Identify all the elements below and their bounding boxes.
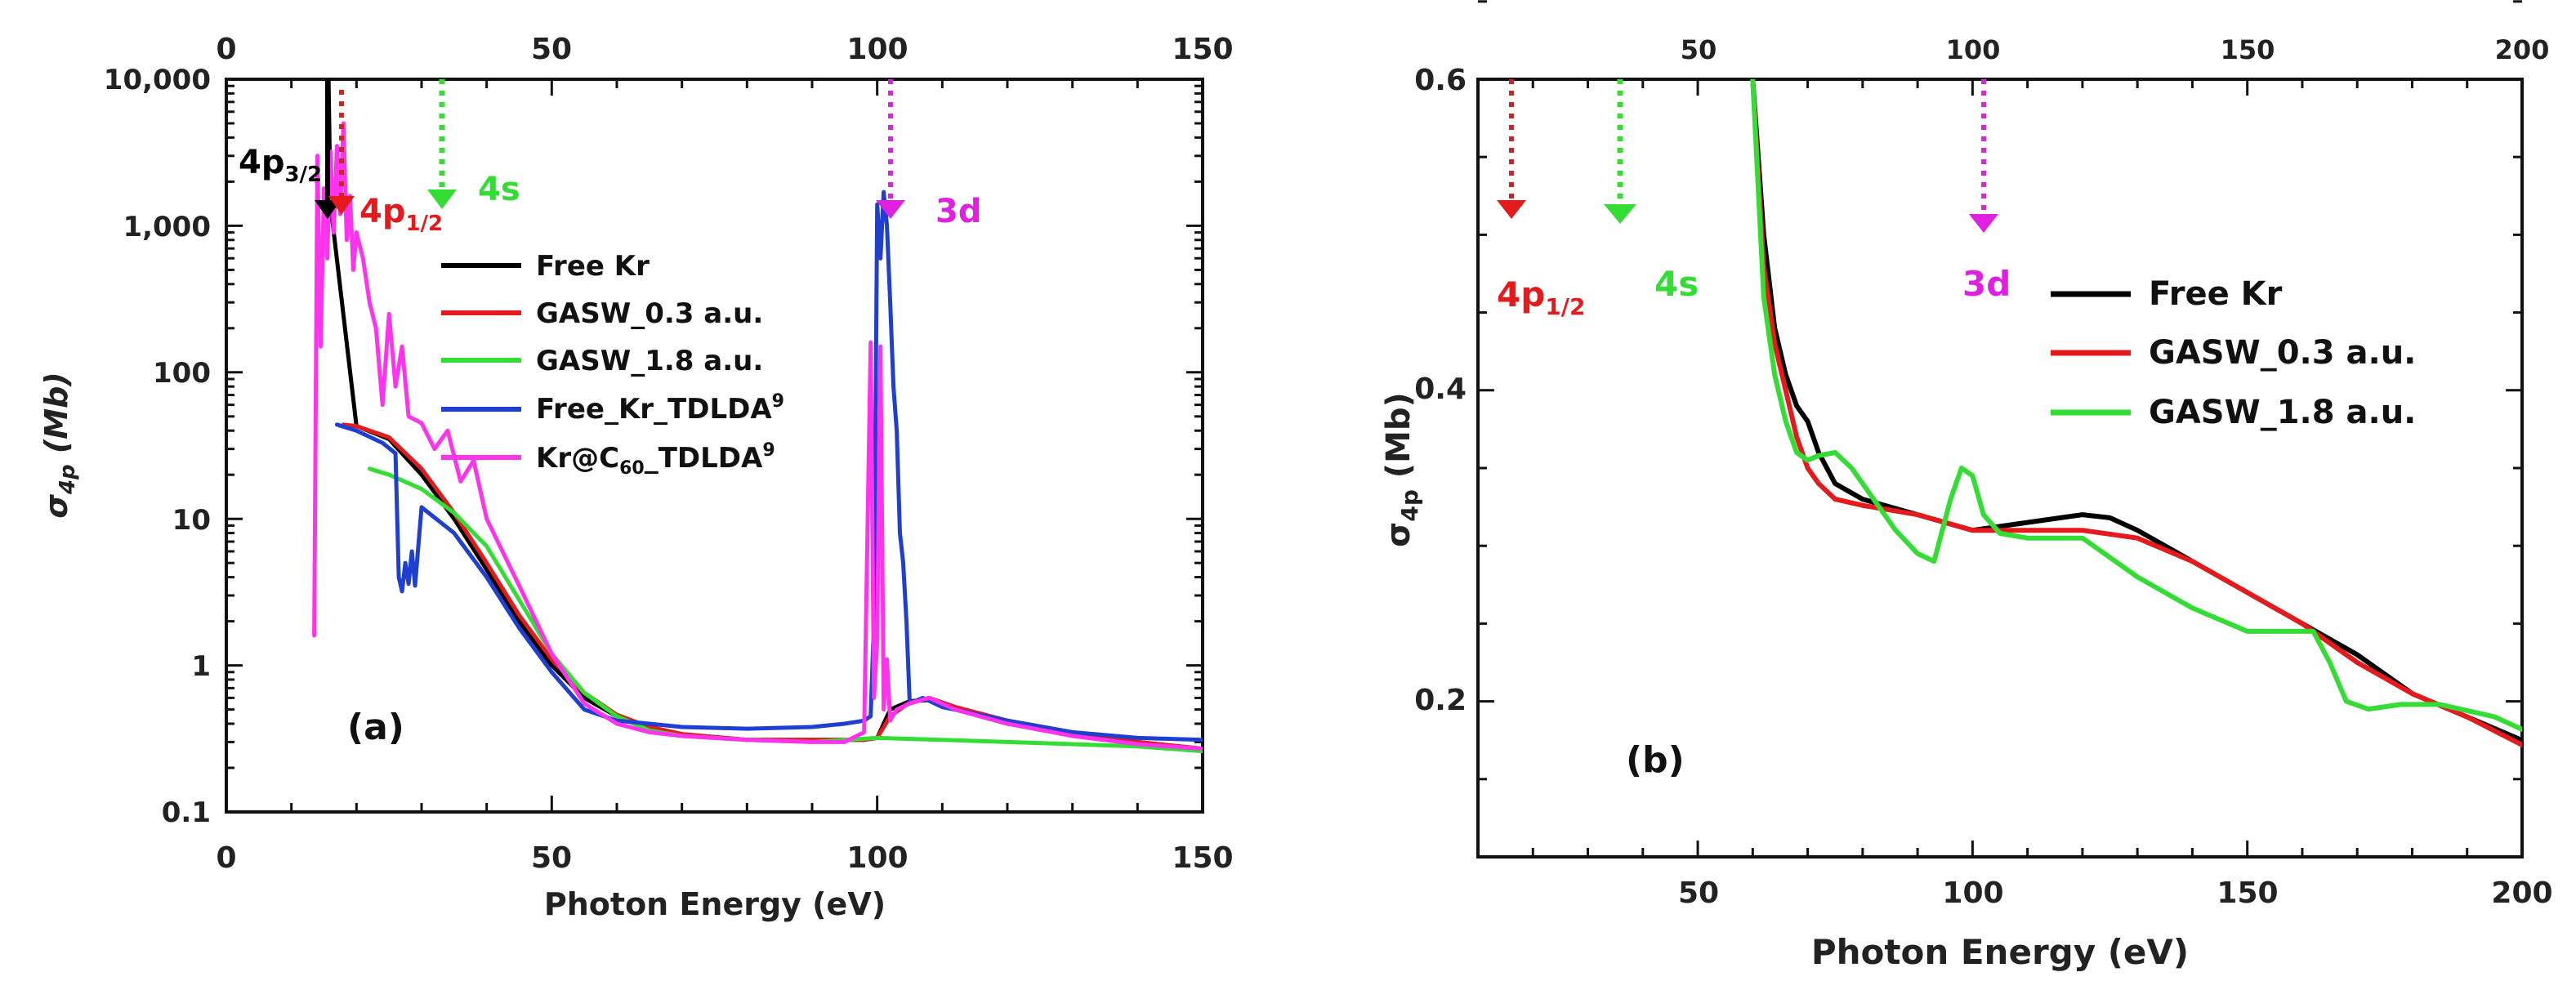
y-axis-label-b: σ4p (Mb) (1380, 392, 1423, 547)
x-top-tick-label: 100 (1946, 34, 2001, 65)
y-axis-label-symbol: σ (1380, 522, 1417, 547)
series-line (1750, 79, 2522, 732)
x-tick-label: 100 (846, 841, 908, 875)
x-tick-labels-b: 50 100 150 200 (1678, 876, 2553, 910)
series-line (1750, 79, 2522, 743)
threshold-arrows-b (1497, 79, 1998, 233)
label-4p12-main: 4p (1497, 274, 1545, 314)
y-axis-label-sub: 4p (56, 464, 80, 495)
label-4s: 4s (478, 171, 520, 208)
x-top-tick-label: 150 (1172, 33, 1233, 66)
legend-label-sub: 60 (619, 458, 645, 479)
x-top-tick-label: 100 (846, 33, 908, 66)
chart-panel-b: 50 100 150 200 50 100 150 200 0.2 0.4 0.… (1380, 0, 2553, 972)
x-axis-label-b: Photon Energy (eV) (1811, 932, 2189, 972)
x-top-tick-label: 200 (2495, 34, 2550, 65)
series-line (1750, 79, 2522, 747)
x-tick-label: 200 (2491, 876, 2552, 910)
y-axis-label-symbol: σ (38, 494, 74, 519)
label-4p32-main: 4p (239, 144, 284, 181)
label-4p12: 4p1/2 (359, 193, 443, 236)
x-tick-label: 50 (1678, 876, 1719, 910)
y-tick-label: 10 (172, 504, 211, 537)
y-axis-label-unit: (Mb) (1380, 392, 1417, 489)
x-tick-label: 50 (531, 841, 572, 875)
x-axis-label-a: Photon Energy (eV) (544, 886, 886, 922)
label-4s: 4s (1654, 264, 1699, 304)
arrow-4p12 (328, 90, 355, 215)
y-tick-label: 0.4 (1414, 372, 1467, 406)
y-axis-label-sub: 4p (1396, 489, 1423, 522)
series-lines-a (312, 79, 1203, 754)
x-top-tick-label: 50 (1681, 34, 1717, 65)
arrow-4p32 (315, 79, 341, 219)
x-top-tick-label: 50 (531, 33, 572, 66)
label-3d: 3d (935, 193, 981, 230)
label-3d: 3d (1962, 264, 2011, 304)
x-top-tick-label: 0 (216, 33, 236, 66)
series-line (312, 121, 1203, 751)
label-4p32: 4p3/2 (239, 144, 322, 187)
arrow-3d (876, 79, 905, 219)
legend-label-sup: 9 (762, 440, 775, 461)
y-tick-label: 1 (191, 650, 211, 683)
series-lines-b (1750, 79, 2522, 747)
threshold-labels-b: 4p1/2 4s 3d (1497, 264, 2011, 320)
legend-label: Free_Kr_TDLDA9 (536, 391, 784, 426)
x-top-tick-label: 150 (2221, 34, 2275, 65)
axis-ticks-a (225, 78, 1204, 814)
legend-label: GASW_0.3 a.u. (2149, 334, 2416, 372)
legend-b: Free Kr GASW_0.3 a.u. GASW_1.8 a.u. (2051, 275, 2416, 431)
label-4p12-sub: 1/2 (405, 212, 443, 236)
legend-label: Free Kr (2149, 275, 2283, 313)
y-tick-label: 1,000 (123, 211, 211, 243)
x-top-tick-labels-a: 0 50 100 150 (216, 33, 1233, 66)
y-tick-label: 100 (153, 357, 211, 390)
legend-label-sup: 9 (772, 391, 784, 412)
legend-label: Kr@C60_TDLDA9 (536, 440, 775, 479)
panel-label-b: (b) (1626, 739, 1685, 781)
series-line (367, 466, 1203, 754)
x-tick-labels-a: 0 50 100 150 (216, 841, 1233, 875)
label-4p12: 4p1/2 (1497, 274, 1586, 320)
legend-label: GASW_0.3 a.u. (536, 297, 763, 330)
label-4p32-sub: 3/2 (284, 163, 322, 187)
threshold-arrows-a (315, 79, 905, 219)
legend-label: GASW_1.8 a.u. (2149, 394, 2416, 431)
x-tick-label: 0 (216, 841, 236, 875)
arrow-4p12 (1497, 79, 1526, 219)
axis-ticks-b (1478, 0, 2524, 859)
y-tick-label: 0.6 (1414, 64, 1467, 97)
plot-frame-a (225, 78, 1204, 814)
y-tick-labels-a: 0.1 1 10 100 1,000 10,000 (104, 64, 211, 829)
arrow-4s (427, 79, 457, 209)
y-axis-label-a: σ4p (Mb) (38, 372, 80, 518)
legend-label-tail: _TDLDA (645, 442, 763, 475)
label-4p12-sub: 1/2 (1545, 293, 1585, 320)
series-line (341, 422, 1203, 751)
label-4p12-main: 4p (359, 193, 405, 230)
x-top-tick-labels-b: 50 100 150 200 (1681, 34, 2550, 65)
legend-a: Free Kr GASW_0.3 a.u. GASW_1.8 a.u. Free… (441, 250, 784, 479)
arrow-3d (1969, 79, 1998, 233)
legend-label-main: Free_Kr_TDLDA (536, 393, 772, 426)
chart-panel-a: 0 50 100 150 0 50 100 150 0.1 1 10 100 1… (38, 33, 1234, 922)
x-tick-label: 100 (1942, 876, 2003, 910)
series-line (334, 190, 1203, 743)
y-tick-label: 0.2 (1414, 684, 1467, 717)
legend-label-main: Kr@C (536, 442, 619, 475)
arrow-4s (1604, 79, 1636, 224)
threshold-labels-a: 4p3/2 4p1/2 4s 3d (239, 144, 981, 236)
y-tick-label: 10,000 (104, 64, 211, 96)
legend-label: GASW_1.8 a.u. (536, 345, 763, 377)
legend-label: Free Kr (536, 250, 650, 283)
panel-label-a: (a) (347, 707, 404, 748)
y-tick-labels-b: 0.2 0.4 0.6 (1414, 64, 1467, 717)
y-axis-label-unit: (Mb) (38, 372, 74, 464)
x-tick-label: 150 (1172, 841, 1233, 875)
x-tick-label: 150 (2217, 876, 2278, 910)
y-tick-label: 0.1 (162, 796, 211, 829)
